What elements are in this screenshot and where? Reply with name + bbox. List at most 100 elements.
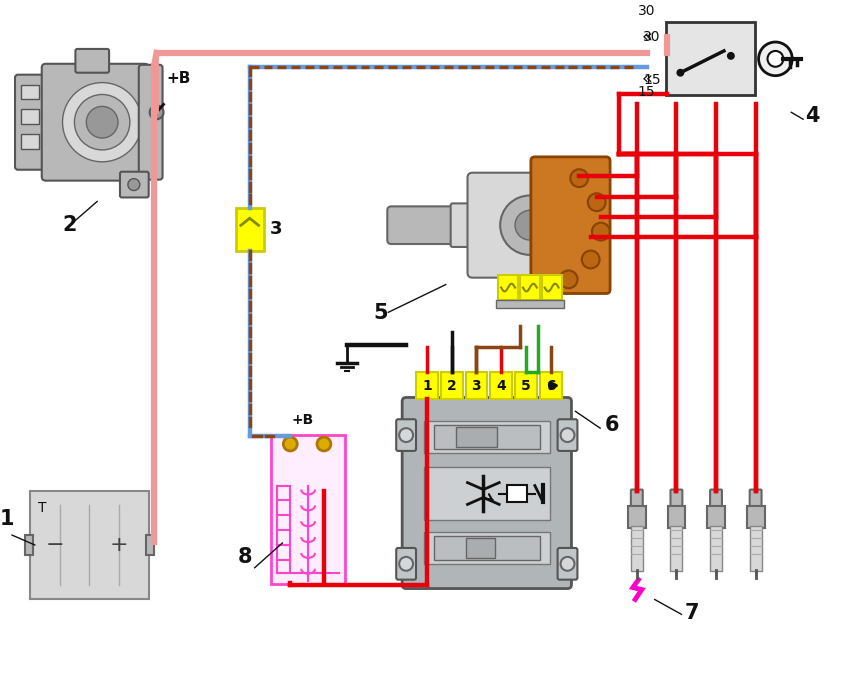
Text: 1: 1 — [422, 379, 432, 393]
FancyBboxPatch shape — [75, 49, 109, 73]
FancyBboxPatch shape — [497, 301, 563, 308]
FancyBboxPatch shape — [30, 490, 149, 599]
Text: 4: 4 — [805, 106, 820, 126]
Text: «: « — [641, 28, 652, 46]
Circle shape — [570, 169, 588, 187]
FancyBboxPatch shape — [558, 548, 578, 580]
FancyBboxPatch shape — [467, 173, 545, 277]
Circle shape — [62, 83, 142, 162]
Text: 4: 4 — [497, 379, 506, 393]
FancyBboxPatch shape — [507, 484, 527, 502]
Text: 30: 30 — [643, 30, 661, 44]
FancyBboxPatch shape — [416, 372, 438, 399]
FancyBboxPatch shape — [396, 548, 416, 580]
FancyBboxPatch shape — [541, 275, 561, 301]
Text: 2: 2 — [447, 379, 457, 393]
FancyBboxPatch shape — [490, 372, 512, 399]
FancyBboxPatch shape — [707, 506, 725, 528]
Circle shape — [515, 210, 545, 240]
FancyBboxPatch shape — [670, 490, 682, 510]
Circle shape — [86, 106, 118, 138]
Text: +: + — [110, 535, 128, 555]
FancyBboxPatch shape — [42, 64, 149, 181]
FancyBboxPatch shape — [558, 419, 578, 451]
Text: 8: 8 — [238, 547, 253, 566]
Text: 3: 3 — [270, 220, 282, 238]
Text: 5: 5 — [374, 303, 388, 323]
FancyBboxPatch shape — [465, 372, 487, 399]
FancyBboxPatch shape — [21, 134, 39, 149]
FancyBboxPatch shape — [631, 490, 643, 510]
Text: T: T — [38, 501, 47, 515]
FancyBboxPatch shape — [665, 22, 754, 95]
FancyBboxPatch shape — [396, 419, 416, 451]
FancyBboxPatch shape — [668, 506, 685, 528]
Circle shape — [592, 223, 610, 240]
Text: 1: 1 — [0, 509, 15, 530]
FancyBboxPatch shape — [21, 84, 39, 99]
FancyBboxPatch shape — [631, 526, 643, 571]
Circle shape — [727, 52, 735, 60]
FancyBboxPatch shape — [746, 506, 765, 528]
Text: 7: 7 — [684, 603, 699, 623]
FancyBboxPatch shape — [25, 535, 33, 555]
FancyBboxPatch shape — [21, 110, 39, 124]
FancyBboxPatch shape — [498, 275, 518, 301]
Text: +B: +B — [166, 71, 191, 86]
Circle shape — [582, 251, 599, 269]
FancyBboxPatch shape — [424, 466, 549, 520]
Circle shape — [399, 428, 413, 442]
FancyBboxPatch shape — [456, 427, 497, 447]
FancyBboxPatch shape — [750, 526, 761, 571]
FancyBboxPatch shape — [670, 526, 682, 571]
FancyBboxPatch shape — [628, 506, 646, 528]
Circle shape — [284, 437, 298, 451]
FancyBboxPatch shape — [520, 275, 540, 301]
FancyBboxPatch shape — [540, 372, 561, 399]
Text: 15: 15 — [643, 73, 661, 86]
FancyBboxPatch shape — [15, 75, 48, 170]
Circle shape — [767, 51, 784, 66]
FancyBboxPatch shape — [441, 372, 463, 399]
FancyBboxPatch shape — [710, 490, 722, 510]
FancyBboxPatch shape — [531, 157, 610, 293]
Text: 5: 5 — [521, 379, 531, 393]
Circle shape — [317, 437, 331, 451]
FancyBboxPatch shape — [750, 490, 761, 510]
Text: 3: 3 — [471, 379, 481, 393]
Circle shape — [759, 42, 792, 75]
Text: 6: 6 — [606, 415, 619, 435]
Circle shape — [676, 68, 684, 77]
FancyBboxPatch shape — [434, 425, 540, 449]
FancyBboxPatch shape — [434, 536, 540, 560]
FancyBboxPatch shape — [388, 206, 474, 244]
Circle shape — [128, 179, 140, 190]
Text: 6: 6 — [546, 379, 555, 393]
FancyBboxPatch shape — [402, 397, 572, 588]
FancyBboxPatch shape — [515, 372, 537, 399]
FancyBboxPatch shape — [710, 526, 722, 571]
FancyBboxPatch shape — [145, 535, 154, 555]
Circle shape — [560, 271, 578, 288]
FancyBboxPatch shape — [138, 65, 163, 179]
Circle shape — [399, 557, 413, 571]
Circle shape — [500, 195, 560, 255]
FancyBboxPatch shape — [424, 421, 549, 453]
Circle shape — [150, 105, 163, 119]
FancyBboxPatch shape — [424, 532, 549, 564]
FancyBboxPatch shape — [272, 435, 345, 584]
Text: −: − — [45, 535, 64, 555]
FancyBboxPatch shape — [451, 203, 474, 247]
FancyBboxPatch shape — [120, 172, 149, 197]
Circle shape — [588, 193, 606, 211]
Text: +B: +B — [291, 413, 313, 427]
Circle shape — [561, 557, 574, 571]
FancyBboxPatch shape — [465, 538, 496, 558]
Circle shape — [74, 95, 130, 150]
Text: 30: 30 — [638, 4, 656, 18]
Text: 2: 2 — [62, 215, 77, 235]
FancyBboxPatch shape — [236, 208, 264, 251]
Text: 15: 15 — [638, 84, 656, 99]
Circle shape — [561, 428, 574, 442]
Text: «: « — [641, 71, 652, 88]
